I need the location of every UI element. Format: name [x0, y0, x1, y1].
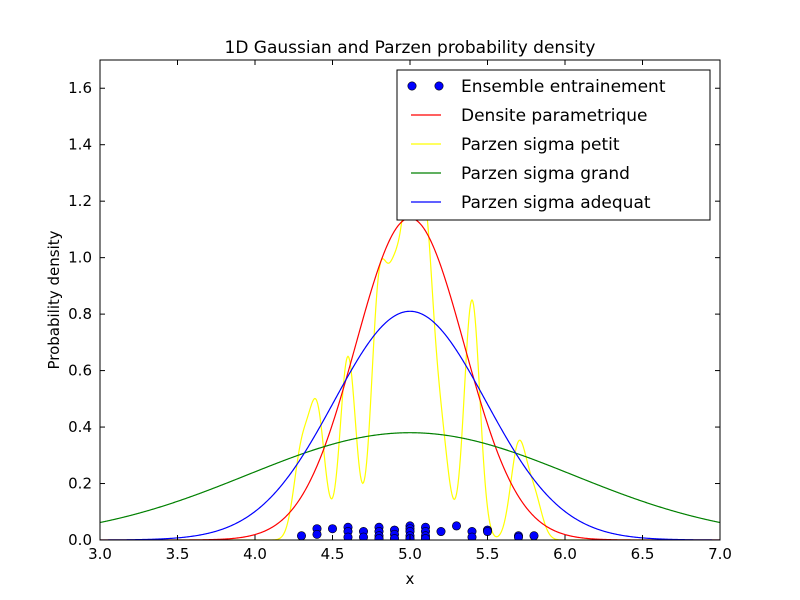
legend-label: Densite parametrique: [461, 106, 647, 126]
training-point: [529, 531, 539, 540]
axes: 3.0 3.5 4.0 4.5 5.0 5.5 6.0 6.5 7.0 0.0 0.2 0.4 0.6 0…: [68, 60, 732, 563]
legend-label: Parzen sigma grand: [461, 164, 630, 184]
training-point: [390, 534, 399, 540]
x-tick-label: 3.0: [88, 545, 112, 563]
training-point: [343, 532, 353, 540]
training-point: [482, 527, 492, 537]
y-axis-label: Probability density: [45, 230, 63, 369]
training-point: [421, 534, 430, 540]
series-line-parzen-sigma-grand: [100, 432, 720, 524]
training-point: [297, 531, 306, 540]
y-tick-label: 1.6: [68, 79, 92, 97]
x-tick-label: 6.0: [553, 545, 577, 563]
legend-label: Parzen sigma adequat: [461, 193, 651, 213]
x-tick-label: 5.0: [398, 545, 422, 563]
y-tick-label: 0.8: [68, 305, 92, 323]
training-point: [467, 532, 477, 540]
training-point: [312, 529, 322, 539]
training-point: [359, 532, 368, 540]
x-tick-label: 4.0: [243, 545, 267, 563]
y-tick-label: 1.2: [68, 192, 92, 210]
y-tick-label: 0.0: [68, 531, 92, 549]
legend-marker: [434, 81, 444, 91]
series-line-parzen-sigma-adequat: [100, 310, 720, 540]
series-line-densite-parametrique: [100, 217, 720, 540]
x-tick-label: 7.0: [708, 545, 732, 563]
y-tick-label: 0.2: [68, 475, 92, 493]
training-point: [514, 532, 523, 540]
x-axis-label: x: [406, 570, 415, 588]
y-tick-label: 0.6: [68, 362, 92, 380]
legend-box: [396, 69, 711, 221]
training-point: [451, 521, 461, 531]
chart-title: 1D Gaussian and Parzen probability densi…: [225, 38, 596, 58]
legend-label: Ensemble entrainement: [461, 77, 666, 97]
x-tick-label: 4.5: [321, 545, 345, 563]
y-tick-label: 1.4: [68, 136, 92, 154]
training-point: [327, 524, 337, 534]
training-points: [297, 521, 539, 540]
training-point: [436, 527, 446, 537]
training-point: [374, 534, 384, 540]
x-tick-label: 3.5: [166, 545, 190, 563]
x-tick-label: 5.5: [476, 545, 500, 563]
legend-marker: [407, 81, 417, 91]
legend-label: Parzen sigma petit: [461, 135, 620, 155]
x-tick-label: 6.5: [631, 545, 655, 563]
y-tick-label: 0.4: [68, 418, 92, 436]
y-tick-label: 1.0: [68, 249, 92, 267]
legend: Ensemble entrainement Densite parametriqu…: [396, 69, 711, 221]
